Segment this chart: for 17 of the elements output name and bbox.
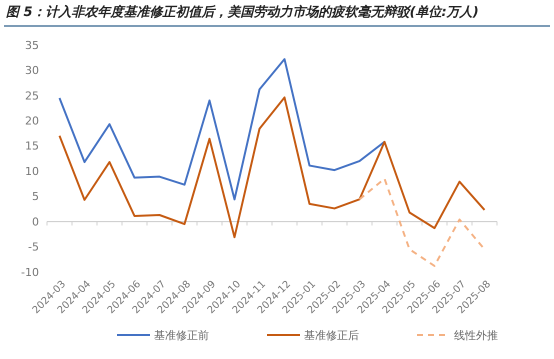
y-tick-label: 5 [32, 190, 39, 204]
legend-label: 基准修正前 [154, 328, 209, 342]
y-tick-label: 10 [25, 164, 39, 178]
y-tick-label: -5 [28, 240, 39, 254]
line-series [58, 96, 486, 238]
legend-label: 基准修正后 [304, 328, 359, 342]
y-tick-label: 30 [25, 64, 39, 78]
legend-label: 线性外推 [454, 328, 498, 342]
line-series [358, 178, 486, 267]
y-tick-label: 15 [25, 140, 39, 153]
y-tick-label: -10 [21, 266, 39, 279]
y-tick-label: 25 [25, 89, 39, 102]
y-tick-label: 0 [32, 215, 39, 228]
line-series [58, 58, 386, 200]
y-tick-label: 20 [25, 114, 39, 128]
chart-title: 图 5：计入非农年度基准修正初值后，美国劳动力市场的疲软毫无辩驳(单位:万人) [6, 4, 479, 20]
y-tick-label: 35 [25, 38, 39, 52]
